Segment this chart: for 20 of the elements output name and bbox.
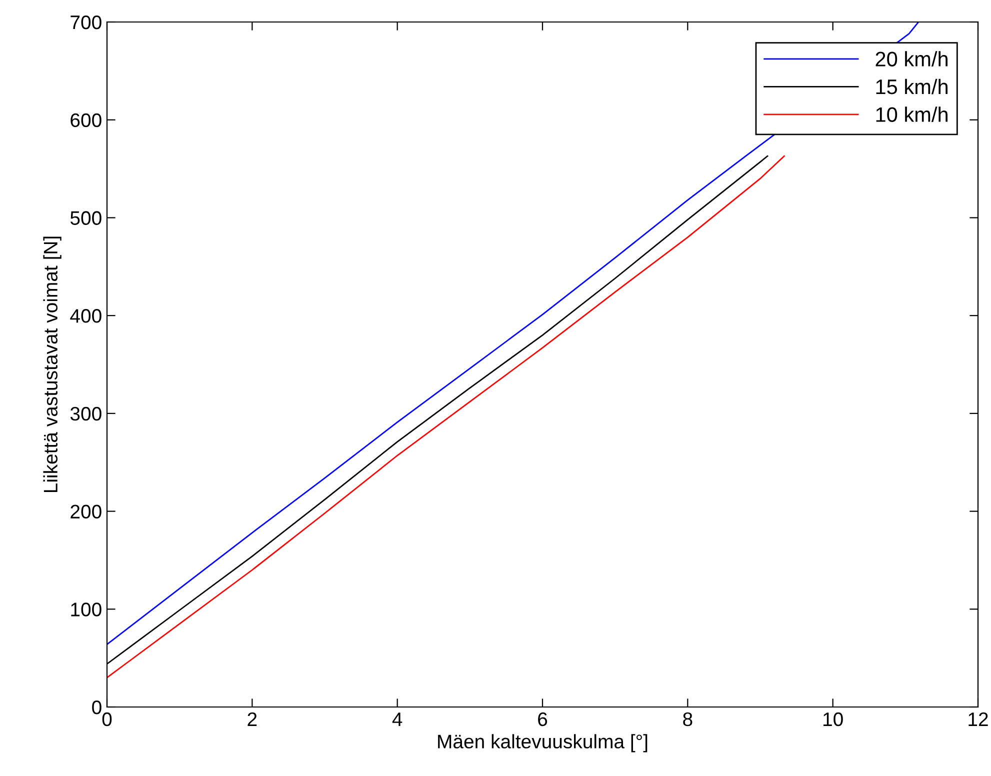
x-tick-label: 4	[392, 712, 402, 726]
y-tick-label: 0	[92, 700, 102, 714]
y-tick-label: 600	[70, 113, 102, 128]
x-tick-label: 12	[968, 712, 988, 726]
x-tick-label: 8	[683, 712, 692, 726]
legend-label: 15 km/h	[876, 78, 948, 94]
legend-label: 20 km/h	[876, 51, 948, 66]
x-axis-title: Mäen kaltevuuskulma [°]	[438, 734, 648, 752]
y-tick-label: 400	[70, 309, 102, 323]
x-tick-label: 2	[248, 712, 257, 726]
x-tick-label: 0	[102, 712, 112, 726]
x-tick-label: 6	[538, 712, 548, 726]
y-tick-label: 700	[70, 15, 102, 30]
y-tick-label: 500	[70, 211, 102, 225]
legend-label: 10 km/h	[876, 106, 948, 122]
y-tick-label: 100	[71, 602, 102, 616]
y-tick-label: 300	[70, 406, 102, 421]
y-axis-title: Liikettä vastustavat voimat [N]	[43, 236, 62, 492]
x-tick-label: 10	[824, 712, 843, 726]
y-tick-label: 200	[70, 504, 102, 519]
